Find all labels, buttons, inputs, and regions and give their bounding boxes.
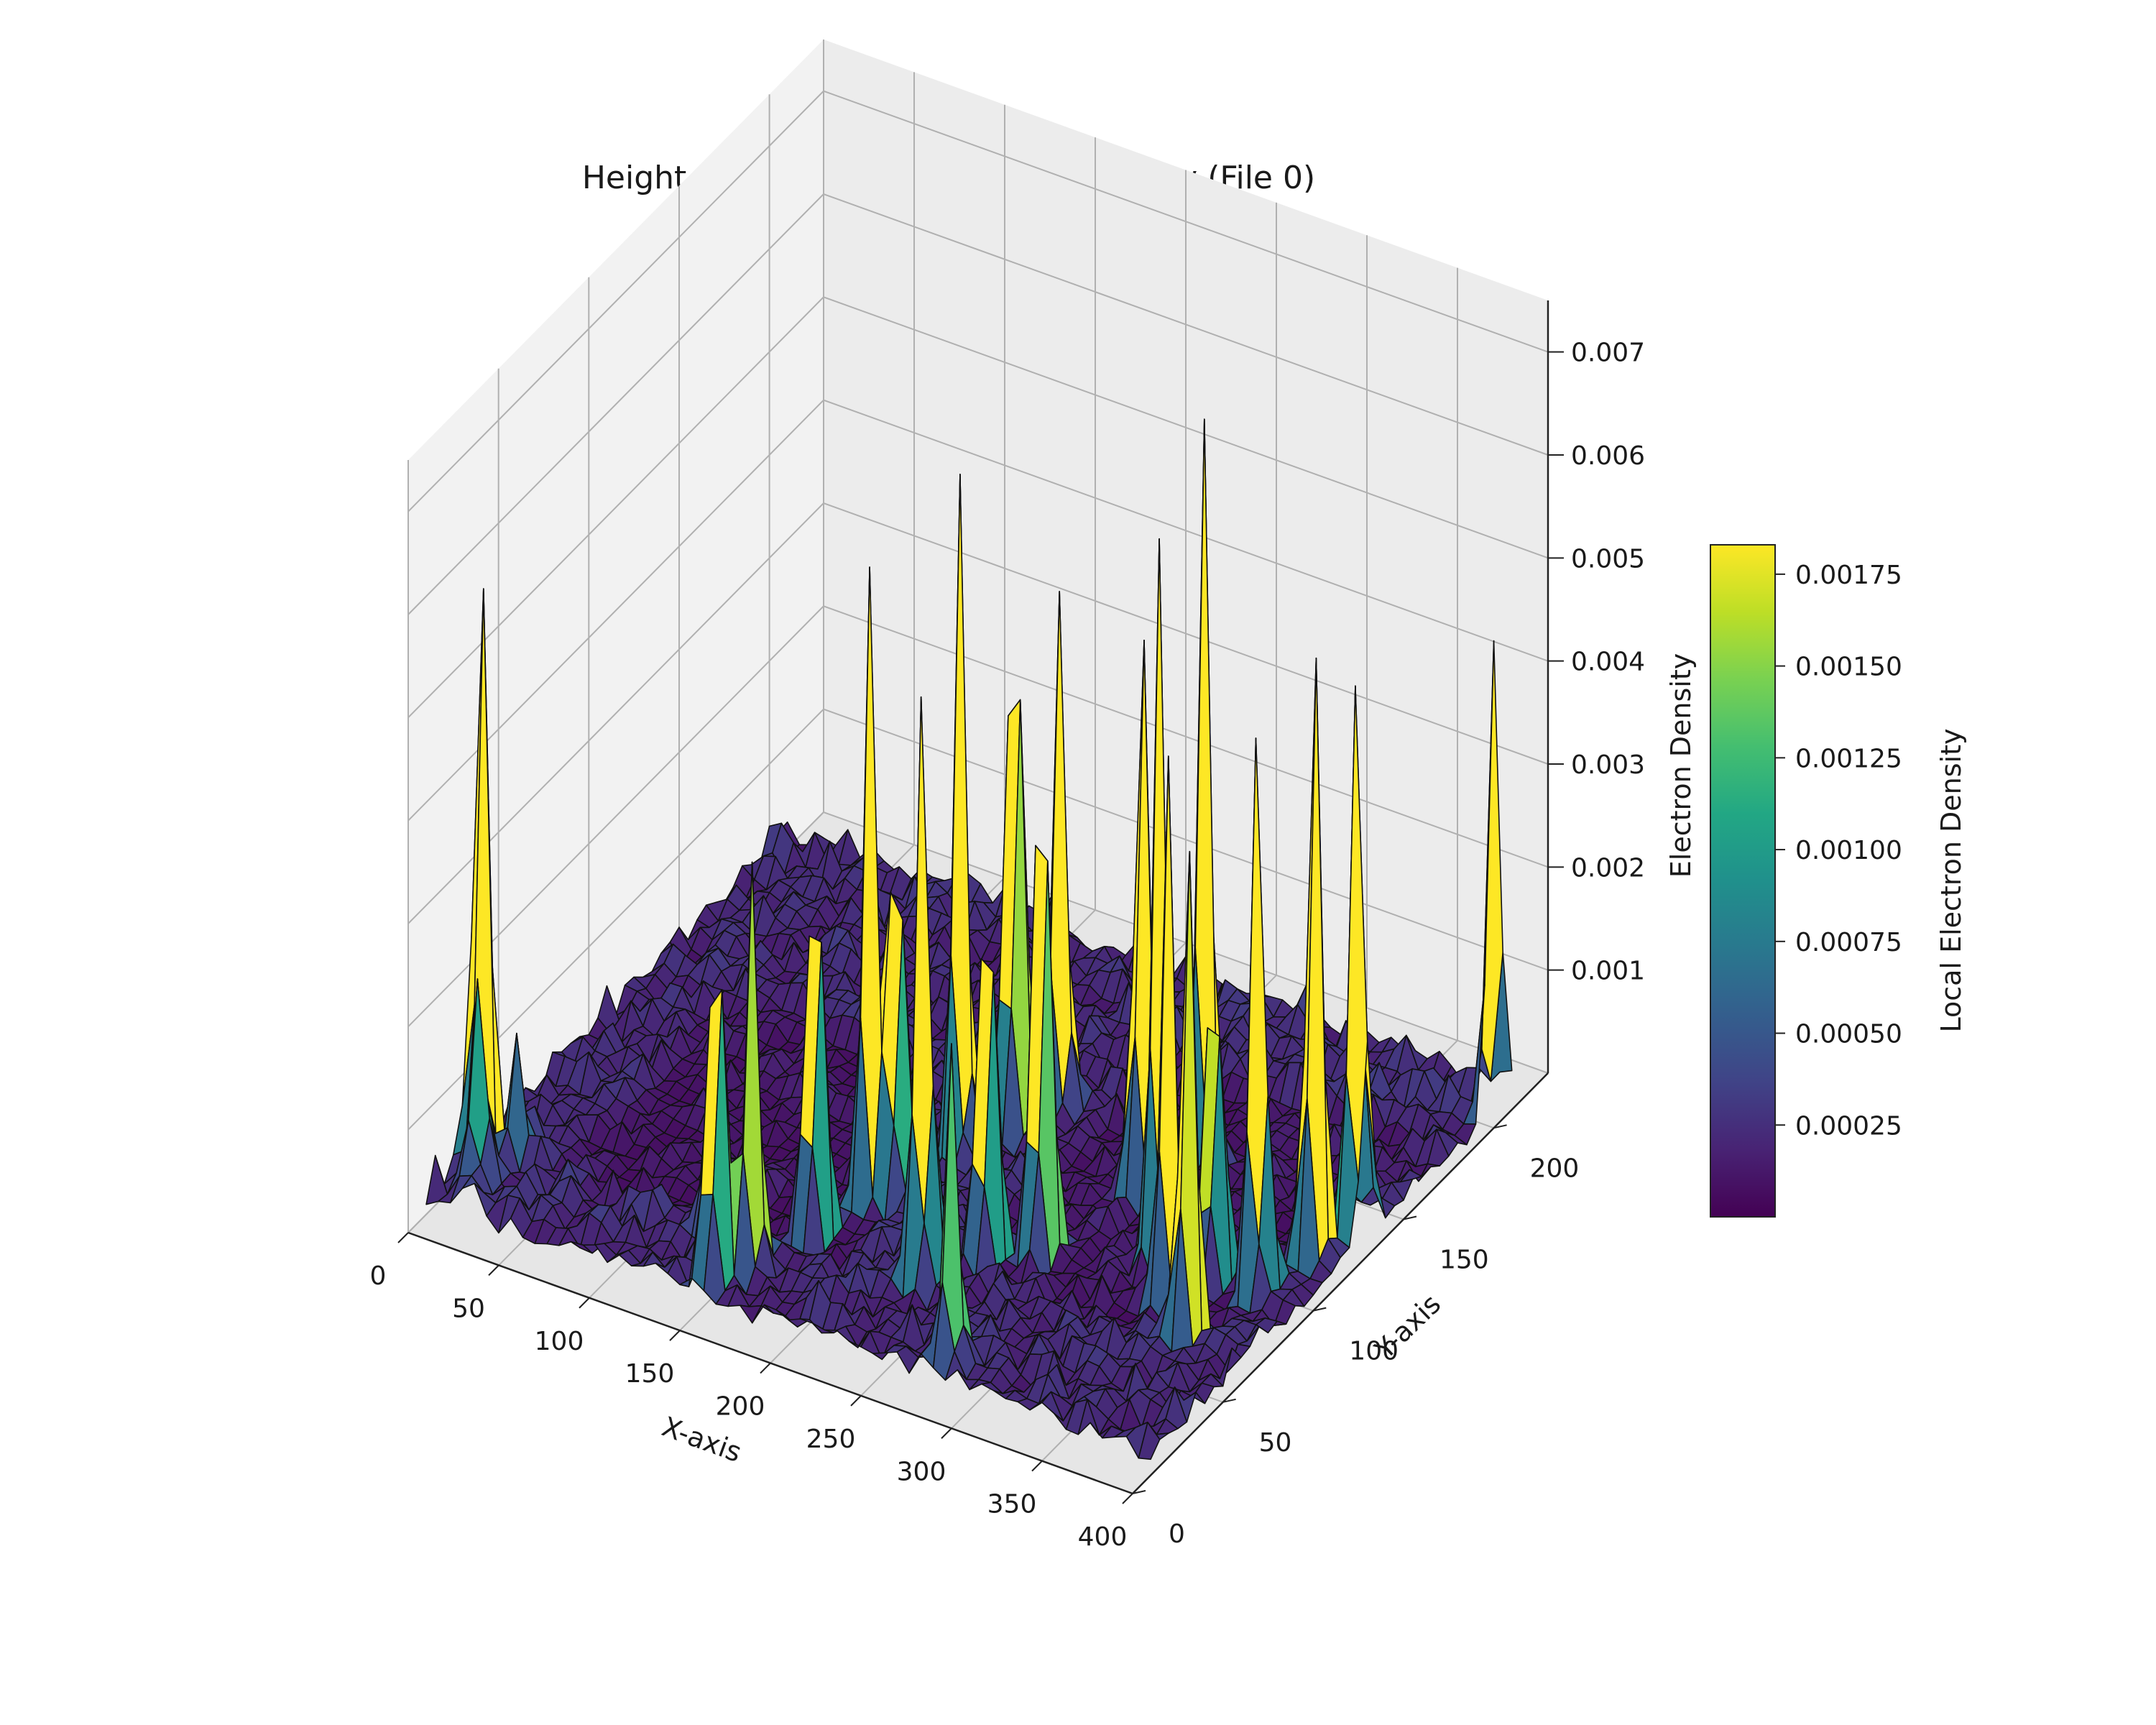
colorbar-tick-label: 0.00100	[1795, 836, 1902, 865]
y-tick	[1222, 1398, 1236, 1403]
x-tick	[669, 1330, 681, 1341]
x-tick-label: 0	[370, 1261, 387, 1291]
x-tick	[850, 1395, 862, 1407]
y-tick-label: 50	[1259, 1428, 1292, 1458]
y-tick	[1132, 1490, 1146, 1494]
x-tick	[397, 1232, 409, 1243]
x-tick	[1031, 1460, 1043, 1472]
x-tick-label: 100	[535, 1327, 584, 1356]
z-tick-label: 0.007	[1571, 339, 1645, 368]
colorbar-tick-label: 0.00175	[1795, 561, 1902, 590]
z-tick-label: 0.005	[1571, 544, 1645, 574]
z-tick-label: 0.001	[1571, 957, 1645, 986]
x-tick-label: 50	[452, 1294, 485, 1323]
x-tick-label: 250	[806, 1425, 856, 1454]
x-tick-label: 150	[625, 1359, 675, 1389]
colorbar-tick-label: 0.00050	[1795, 1020, 1902, 1049]
x-tick	[1122, 1493, 1133, 1504]
surface-plot	[425, 418, 1513, 1460]
left-pane	[408, 40, 824, 1233]
y-tick-label: 0	[1169, 1519, 1185, 1549]
y-tick-label: 100	[1349, 1337, 1399, 1366]
colorbar: 0.00025 0.00050 0.00075 0.00100 0.00125 0.001…	[1710, 544, 1967, 1218]
colorbar-tick-label: 0.00125	[1795, 744, 1902, 773]
y-tick	[1313, 1307, 1327, 1312]
colorbar-gradient	[1710, 544, 1776, 1218]
x-tick	[760, 1362, 771, 1374]
x-tick-label: 300	[897, 1457, 946, 1486]
x-tick	[941, 1427, 952, 1439]
z-tick-label: 0.006	[1571, 441, 1645, 471]
y-tick-label: 150	[1439, 1245, 1489, 1274]
colorbar-tick-label: 0.00075	[1795, 928, 1902, 957]
y-tick	[1403, 1215, 1417, 1220]
surface-facet	[1138, 1422, 1161, 1460]
colorbar-tick-label: 0.00025	[1795, 1111, 1902, 1141]
x-tick-label: 400	[1078, 1522, 1128, 1552]
y-axis-line	[1132, 1072, 1549, 1494]
x-tick-label: 200	[716, 1392, 765, 1422]
z-tick-label: 0.002	[1571, 853, 1645, 883]
z-tick-label: 0.003	[1571, 750, 1645, 780]
y-tick-label: 200	[1530, 1154, 1580, 1183]
z-tick-label: 0.004	[1571, 648, 1645, 677]
z-axis-label: Electron Density	[1665, 653, 1697, 878]
x-tick	[579, 1297, 590, 1309]
colorbar-tick-label: 0.00150	[1795, 653, 1902, 682]
colorbar-label: Local Electron Density	[1935, 729, 1967, 1033]
x-tick	[488, 1264, 499, 1276]
y-tick	[1493, 1124, 1507, 1129]
x-tick-label: 350	[987, 1490, 1037, 1519]
